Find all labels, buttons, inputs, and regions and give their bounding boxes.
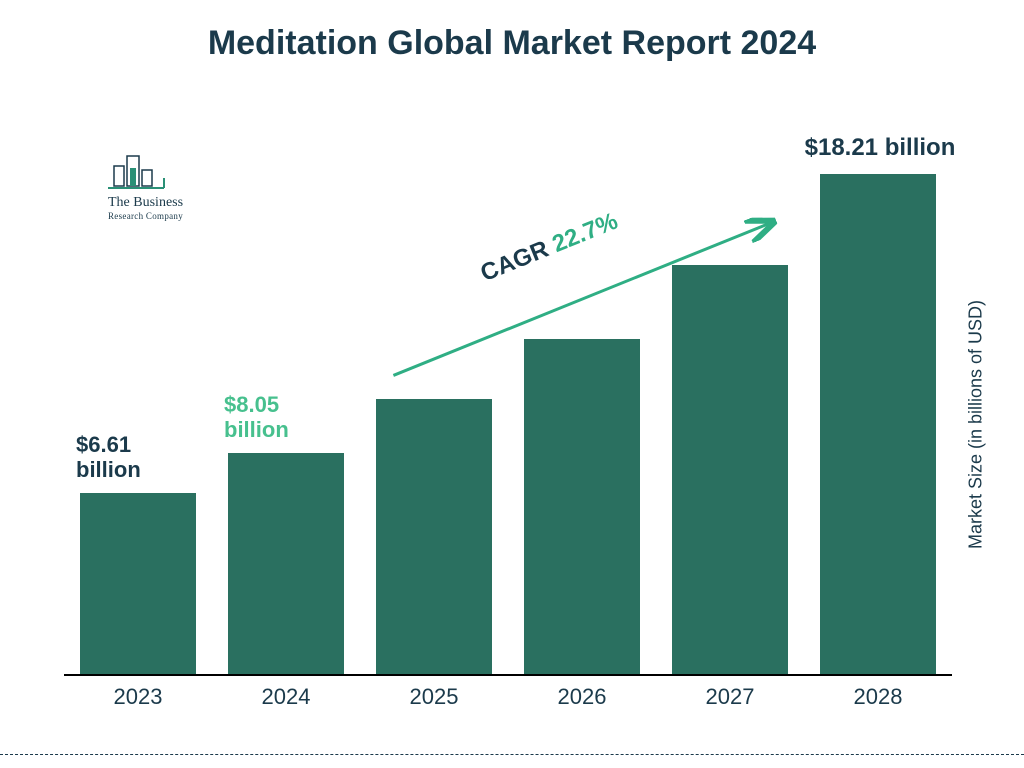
logo-text: The Business Research Company bbox=[108, 195, 183, 221]
x-label-2024: 2024 bbox=[228, 684, 344, 710]
bar-2026 bbox=[524, 339, 640, 674]
bar-2023 bbox=[80, 493, 196, 674]
company-logo: The Business Research Company bbox=[108, 148, 183, 221]
logo-line1: The Business bbox=[108, 195, 183, 211]
bottom-divider bbox=[0, 754, 1024, 755]
value-label-2023: $6.61billion bbox=[76, 432, 212, 483]
value-label-2028: $18.21 billion bbox=[792, 134, 968, 162]
logo-line2: Research Company bbox=[108, 211, 183, 221]
y-axis-label-text: Market Size (in billions of USD) bbox=[966, 300, 986, 549]
y-axis-label: Market Size (in billions of USD) bbox=[966, 265, 987, 585]
value-label-2024: $8.05billion bbox=[224, 392, 360, 443]
bar-2028 bbox=[820, 174, 936, 674]
x-label-2023: 2023 bbox=[80, 684, 196, 710]
bar-2025 bbox=[376, 399, 492, 674]
logo-icon bbox=[108, 148, 168, 194]
x-label-2026: 2026 bbox=[524, 684, 640, 710]
x-label-2025: 2025 bbox=[376, 684, 492, 710]
bar-2024 bbox=[228, 453, 344, 674]
x-label-2028: 2028 bbox=[820, 684, 936, 710]
cagr-label: CAGR 22.7% bbox=[477, 208, 622, 288]
chart-title: Meditation Global Market Report 2024 bbox=[0, 24, 1024, 63]
x-axis-baseline bbox=[64, 674, 952, 676]
x-label-2027: 2027 bbox=[672, 684, 788, 710]
chart-title-text: Meditation Global Market Report 2024 bbox=[208, 24, 816, 62]
bar-2027 bbox=[672, 265, 788, 674]
